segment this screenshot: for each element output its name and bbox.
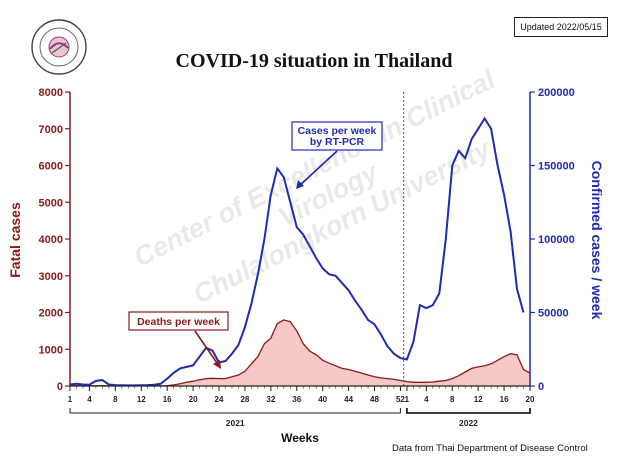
x-tick-label-2021: 20 — [189, 395, 198, 404]
year-label-2021: 2021 — [226, 418, 245, 428]
x-tick-label-2022: 8 — [450, 395, 455, 404]
left-tick-label: 5000 — [39, 197, 63, 209]
right-axis-title: Confirmed cases / week — [589, 161, 605, 320]
left-tick-label: 0 — [57, 381, 63, 393]
x-tick-label-2021: 32 — [266, 395, 275, 404]
x-tick-label-2022: 16 — [500, 395, 509, 404]
right-tick-label: 0 — [538, 381, 544, 393]
x-axis-title: Weeks — [281, 431, 319, 445]
left-tick-label: 8000 — [39, 87, 63, 99]
deaths-arrow-head — [213, 360, 221, 369]
x-tick-label-2022: 4 — [424, 395, 429, 404]
x-tick-label-2022: 1 — [405, 395, 410, 404]
left-tick-label: 2000 — [39, 308, 63, 320]
x-tick-label-2021: 4 — [87, 395, 92, 404]
x-tick-label-2021: 28 — [240, 395, 249, 404]
left-tick-label: 1000 — [39, 344, 63, 356]
x-tick-label-2021: 24 — [215, 395, 224, 404]
left-tick-label: 4000 — [39, 234, 63, 246]
deaths-annotation-box — [128, 311, 229, 331]
x-tick-label-2021: 36 — [292, 395, 301, 404]
right-tick-label: 100000 — [538, 234, 575, 246]
x-tick-label-2021: 1 — [68, 395, 73, 404]
left-axis-title: Fatal cases — [7, 202, 23, 278]
left-tick-label: 7000 — [39, 124, 63, 136]
cases-line — [69, 116, 525, 387]
university-seal-logo — [30, 18, 88, 81]
x-tick-label-2021: 48 — [370, 395, 379, 404]
x-tick-label-2022: 12 — [474, 395, 483, 404]
cases-annotation-arrow — [297, 150, 338, 188]
right-tick-label: 200000 — [538, 87, 575, 99]
cases-arrow-head — [296, 180, 304, 189]
left-tick-label: 6000 — [39, 161, 63, 173]
right-tick-label: 50000 — [538, 308, 569, 320]
cases-annotation-text: by RT-PCR — [310, 136, 365, 148]
deaths-annotation-text: Deaths per week — [137, 316, 220, 328]
x-tick-label-2021: 44 — [344, 395, 353, 404]
x-tick-label-2022: 20 — [526, 395, 535, 404]
x-tick-label-2021: 40 — [318, 395, 327, 404]
year-label-2022: 2022 — [459, 418, 478, 428]
x-tick-label-2021: 52 — [396, 395, 405, 404]
x-tick-label-2021: 12 — [137, 395, 146, 404]
year-bracket-2021 — [69, 408, 401, 414]
left-tick-label: 3000 — [39, 271, 63, 283]
x-tick-label-2021: 16 — [163, 395, 172, 404]
updated-date-badge: Updated 2022/05/15 — [514, 17, 608, 37]
right-tick-label: 150000 — [538, 161, 575, 173]
x-tick-label-2021: 8 — [113, 395, 118, 404]
deaths-annotation-arrow — [194, 330, 220, 367]
source-note: Data from Thai Department of Disease Con… — [392, 443, 588, 454]
deaths-area — [70, 319, 530, 386]
cases-annotation-box — [291, 121, 383, 151]
chart-title: COVID-19 situation in Thailand — [175, 50, 453, 72]
cases-annotation-text: Cases per week — [298, 125, 377, 137]
year-bracket-2022 — [406, 408, 531, 414]
